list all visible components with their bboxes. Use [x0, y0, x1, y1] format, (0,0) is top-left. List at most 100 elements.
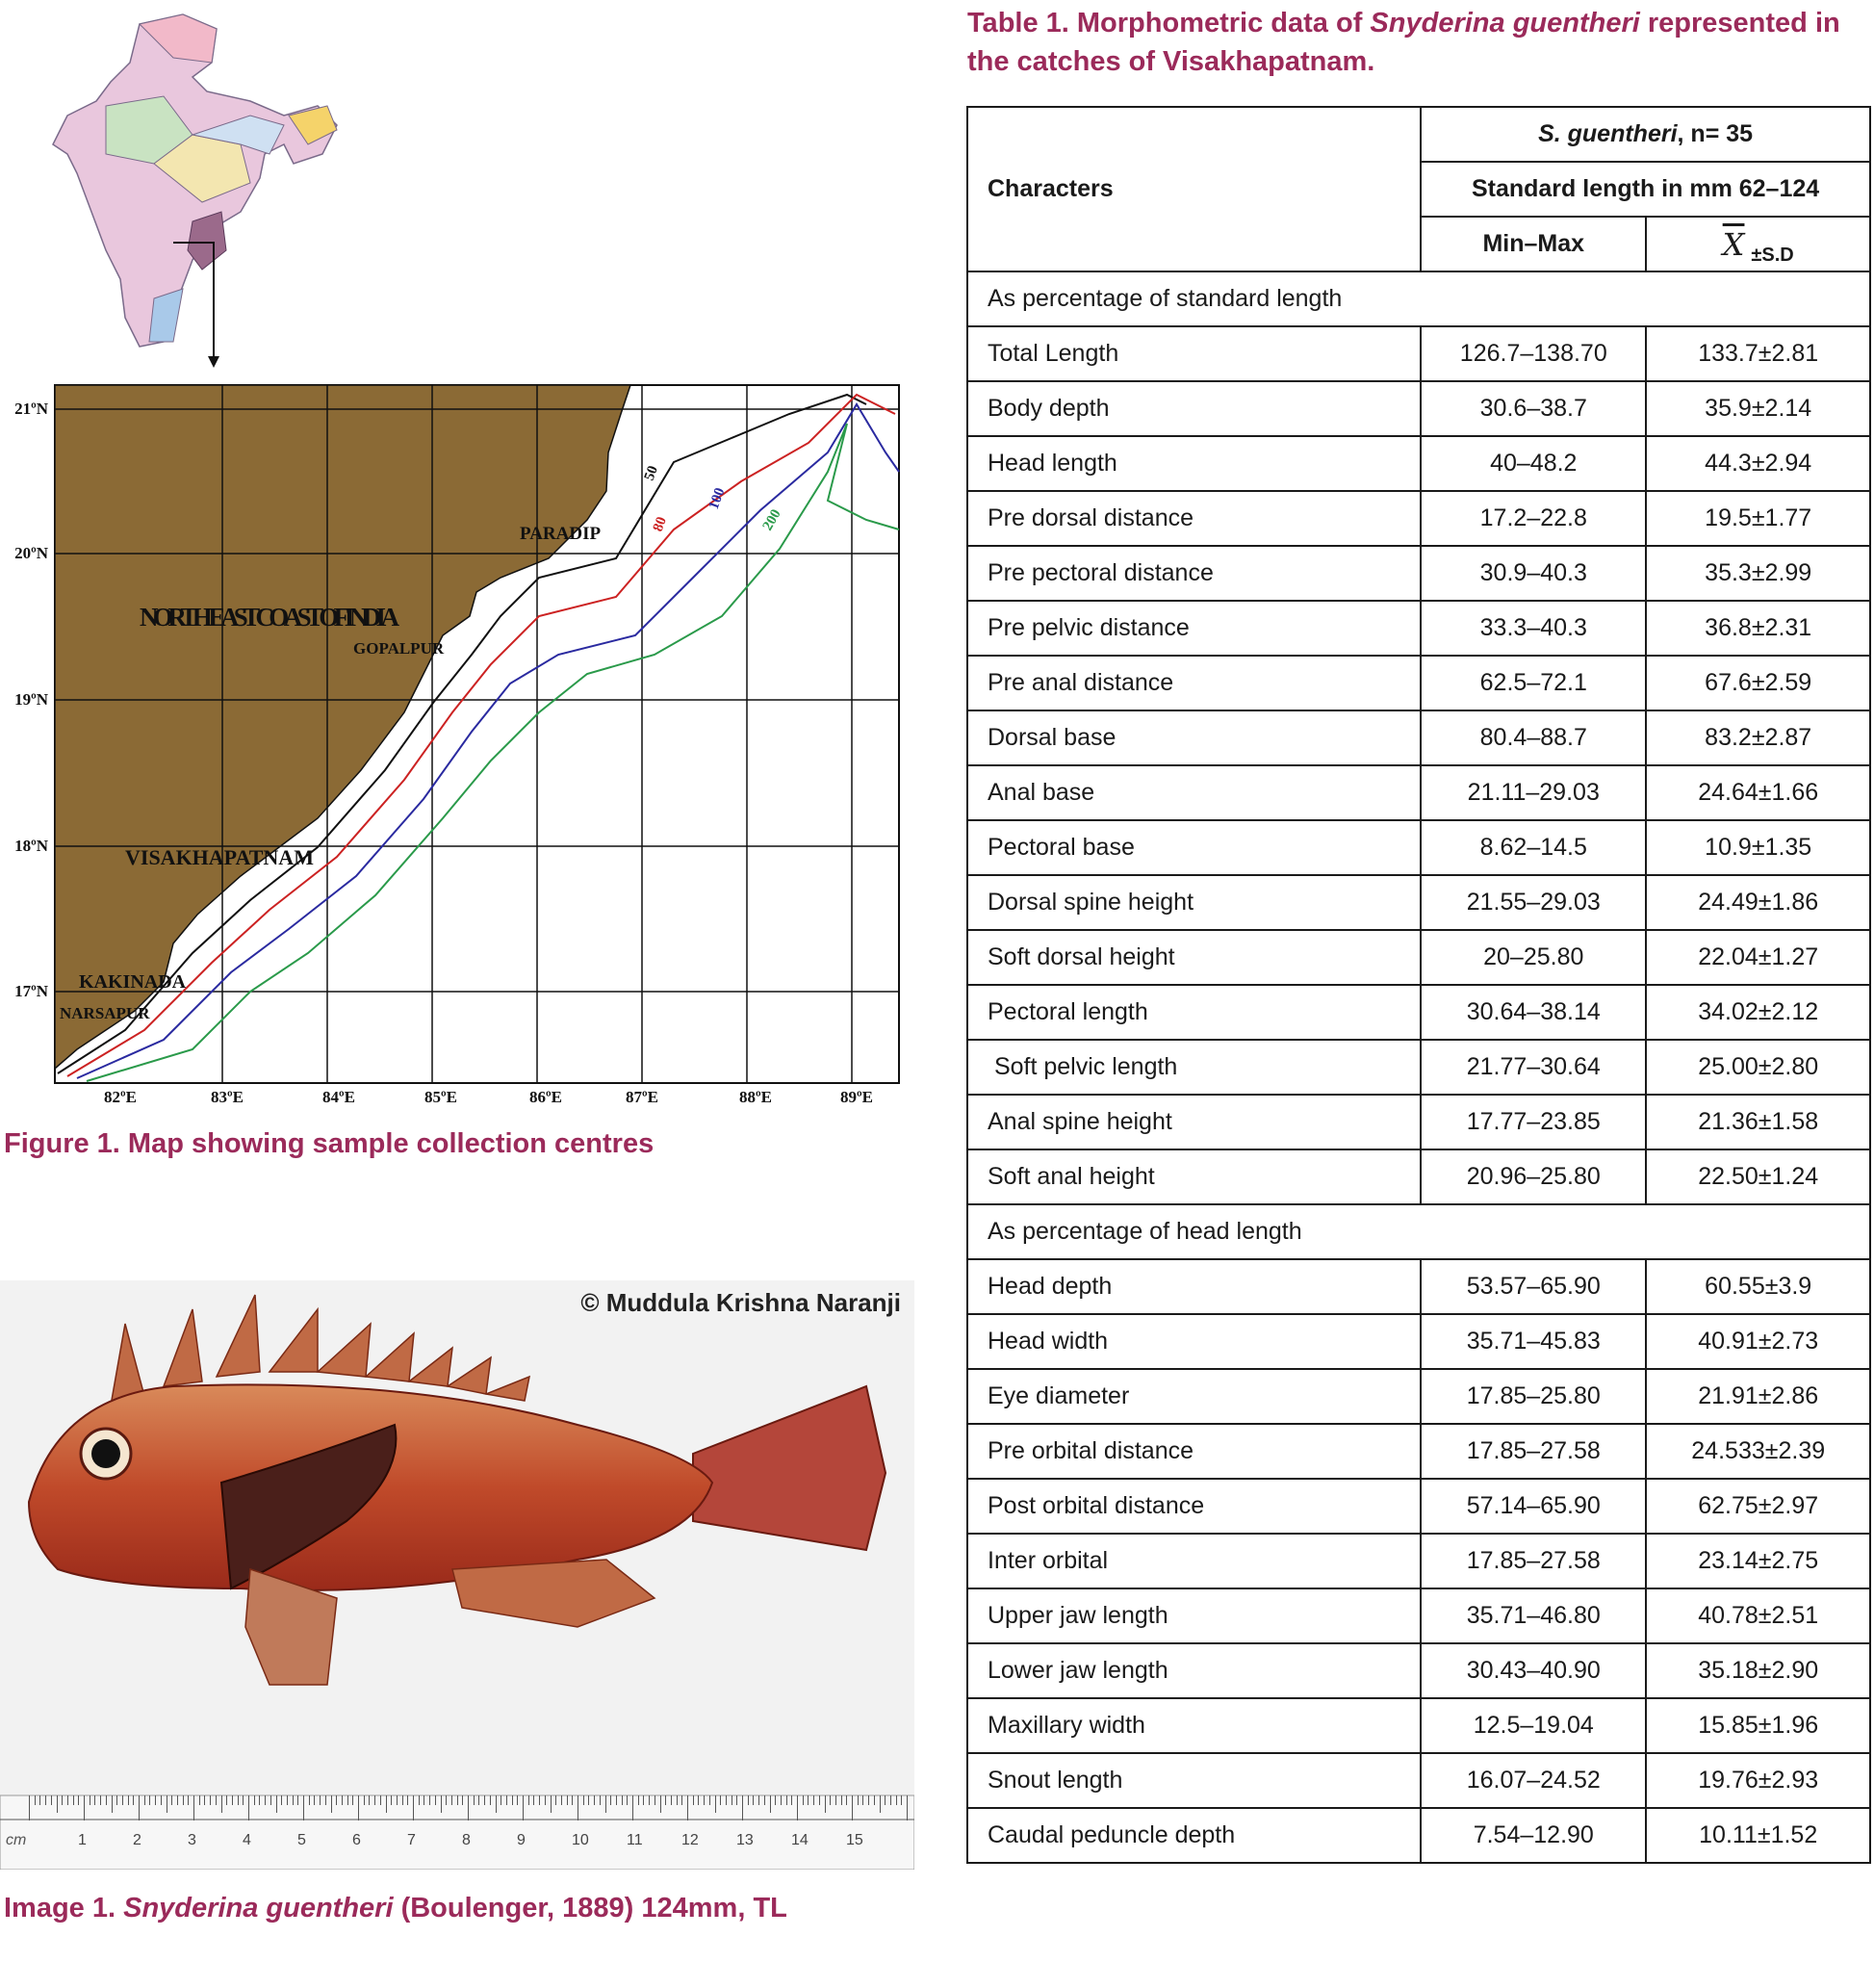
row-mean-sd: 60.55±3.9 — [1645, 1258, 1871, 1315]
ruler-tick — [840, 1795, 842, 1805]
ruler-tick — [907, 1795, 908, 1820]
ruler-tick — [84, 1795, 85, 1820]
ruler-tick — [396, 1795, 398, 1805]
ruler-tick — [885, 1795, 886, 1805]
ruler-tick — [484, 1795, 486, 1805]
ruler-tick — [495, 1795, 497, 1813]
ruler-tick — [450, 1795, 452, 1805]
figure-1-caption: Figure 1. Map showing sample collection … — [4, 1128, 655, 1159]
ruler-tick — [226, 1795, 228, 1805]
ruler-number: 1 — [78, 1832, 87, 1848]
ruler-tick — [39, 1795, 41, 1805]
ruler-tick — [615, 1795, 617, 1805]
ruler-tick — [270, 1795, 271, 1805]
row-min-max: 17.85–27.58 — [1420, 1533, 1648, 1589]
row-mean-sd: 24.533±2.39 — [1645, 1423, 1871, 1480]
row-mean-sd: 35.9±2.14 — [1645, 380, 1871, 437]
ruler-tick — [56, 1795, 58, 1813]
ruler-tick — [599, 1795, 601, 1805]
row-min-max: 33.3–40.3 — [1420, 600, 1648, 657]
ruler-tick — [527, 1795, 529, 1805]
table-row: Pre dorsal distance 17.2–22.8 19.5±1.77 — [965, 490, 1871, 547]
ruler-tick — [379, 1795, 381, 1805]
lon-label-88: 88ºE — [739, 1088, 772, 1106]
ruler-tick — [868, 1795, 870, 1805]
ruler-tick — [259, 1795, 261, 1805]
row-min-max: 35.71–45.83 — [1420, 1313, 1648, 1370]
ruler-unit: cm — [6, 1832, 27, 1848]
ruler-tick — [621, 1795, 623, 1805]
ruler-tick — [352, 1795, 354, 1805]
place-narsapur: NARSAPUR — [60, 1004, 150, 1022]
contour-100 — [76, 402, 900, 1079]
ruler-number: 2 — [133, 1832, 141, 1848]
ruler-tick — [681, 1795, 683, 1805]
ruler-tick — [281, 1795, 283, 1805]
ruler-ticks — [0, 1795, 914, 1824]
row-mean-sd: 40.91±2.73 — [1645, 1313, 1871, 1370]
row-character: Anal spine height — [965, 1094, 1423, 1150]
lon-label-84: 84ºE — [322, 1088, 355, 1106]
ruler-tick — [155, 1795, 157, 1805]
row-mean-sd: 35.3±2.99 — [1645, 545, 1871, 602]
ruler-tick — [193, 1795, 194, 1820]
table-1-caption-prefix: Table 1. Morphometric data of — [967, 8, 1363, 39]
table-row: Head depth 53.57–65.90 60.55±3.9 — [965, 1258, 1871, 1315]
row-min-max: 21.55–29.03 — [1420, 874, 1648, 931]
ruler-tick — [714, 1795, 716, 1813]
ruler-tick — [802, 1795, 804, 1805]
ruler-tick — [248, 1795, 249, 1820]
place-kakinada: KAKINADA — [79, 971, 187, 993]
row-character: Head length — [965, 435, 1423, 492]
table-row: Dorsal base 80.4–88.7 83.2±2.87 — [965, 710, 1871, 766]
ruler-tick — [473, 1795, 475, 1805]
ruler-number: 15 — [846, 1832, 863, 1848]
row-character: Body depth — [965, 380, 1423, 437]
row-mean-sd: 133.7±2.81 — [1645, 325, 1871, 382]
ruler-tick — [320, 1795, 321, 1805]
ruler-tick — [736, 1795, 738, 1805]
ruler-numbers: 1 2 3 4 5 6 7 8 9 10 11 12 13 14 15 — [0, 1832, 914, 1855]
ruler-number: 12 — [681, 1832, 699, 1848]
ruler-tick — [632, 1795, 633, 1820]
ruler-tick — [665, 1795, 667, 1805]
image-1-caption-species: Snyderina guentheri — [123, 1893, 394, 1923]
table-row: Total Length 126.7–138.70 133.7±2.81 — [965, 325, 1871, 382]
ruler-tick — [758, 1795, 760, 1805]
lon-label-83: 83ºE — [211, 1088, 244, 1106]
ruler-tick — [517, 1795, 519, 1805]
ruler-tick — [231, 1795, 233, 1805]
land-area — [54, 384, 632, 1071]
table-row: Lower jaw length 30.43–40.90 35.18±2.90 — [965, 1642, 1871, 1699]
ruler-tick — [560, 1795, 562, 1805]
ruler-tick — [297, 1795, 299, 1805]
morphometric-table: Characters S. guentheri, n= 35 Standard … — [965, 106, 1871, 1864]
row-mean-sd: 62.75±2.97 — [1645, 1478, 1871, 1535]
row-character: Head width — [965, 1313, 1423, 1370]
ruler-tick — [62, 1795, 64, 1805]
row-mean-sd: 15.85±1.96 — [1645, 1697, 1871, 1754]
row-min-max: 16.07–24.52 — [1420, 1752, 1648, 1809]
ruler-tick — [797, 1795, 798, 1820]
ruler-tick — [143, 1795, 145, 1805]
ruler-tick — [100, 1795, 102, 1805]
ruler-tick — [708, 1795, 710, 1805]
row-character: Snout length — [965, 1752, 1423, 1809]
row-min-max: 17.77–23.85 — [1420, 1094, 1648, 1150]
ruler-tick — [111, 1795, 113, 1813]
table-row: Dorsal spine height 21.55–29.03 24.49±1.86 — [965, 874, 1871, 931]
ruler-tick — [676, 1795, 678, 1805]
ruler-tick — [889, 1795, 891, 1805]
ruler-tick — [747, 1795, 749, 1805]
ruler-tick — [643, 1795, 645, 1805]
place-paradip: PARADIP — [520, 524, 601, 544]
ruler-tick — [769, 1795, 771, 1813]
ruler-tick — [539, 1795, 541, 1805]
ruler-tick — [149, 1795, 151, 1805]
ruler-tick — [139, 1795, 140, 1820]
header-mean-symbol: X — [1722, 225, 1745, 263]
row-mean-sd: 19.5±1.77 — [1645, 490, 1871, 547]
fish-photo: © Muddula Krishna Naranji — [0, 1280, 914, 1870]
ruler-tick — [210, 1795, 212, 1805]
ruler-tick — [314, 1795, 316, 1805]
